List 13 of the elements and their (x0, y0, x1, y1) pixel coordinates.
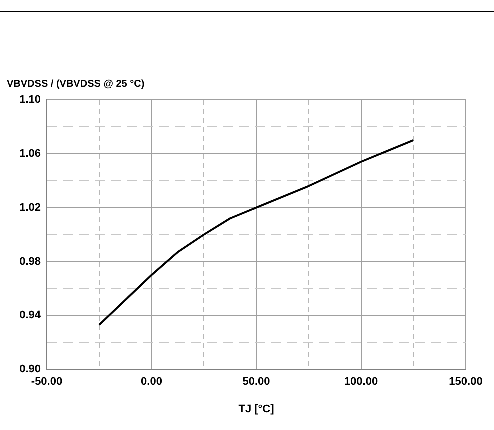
x-tick-label: 0.00 (141, 376, 162, 388)
y-tick-label: 0.94 (20, 310, 42, 322)
x-tick-label: -50.00 (31, 376, 63, 388)
y-tick-label: 0.98 (20, 256, 41, 268)
x-tick-label: 100.00 (344, 376, 378, 388)
y-tick-label: 1.02 (20, 202, 41, 214)
x-tick-label: 150.00 (449, 376, 483, 388)
x-tick-label: 50.00 (242, 376, 270, 388)
x-axis-title: TJ [°C] (238, 403, 275, 416)
y-tick-label: 1.10 (20, 94, 41, 106)
y-axis-title: VBVDSS / (VBVDSS @ 25 °C) (7, 78, 145, 90)
y-tick-label: 0.90 (20, 364, 41, 376)
y-tick-label: 1.06 (20, 148, 41, 160)
